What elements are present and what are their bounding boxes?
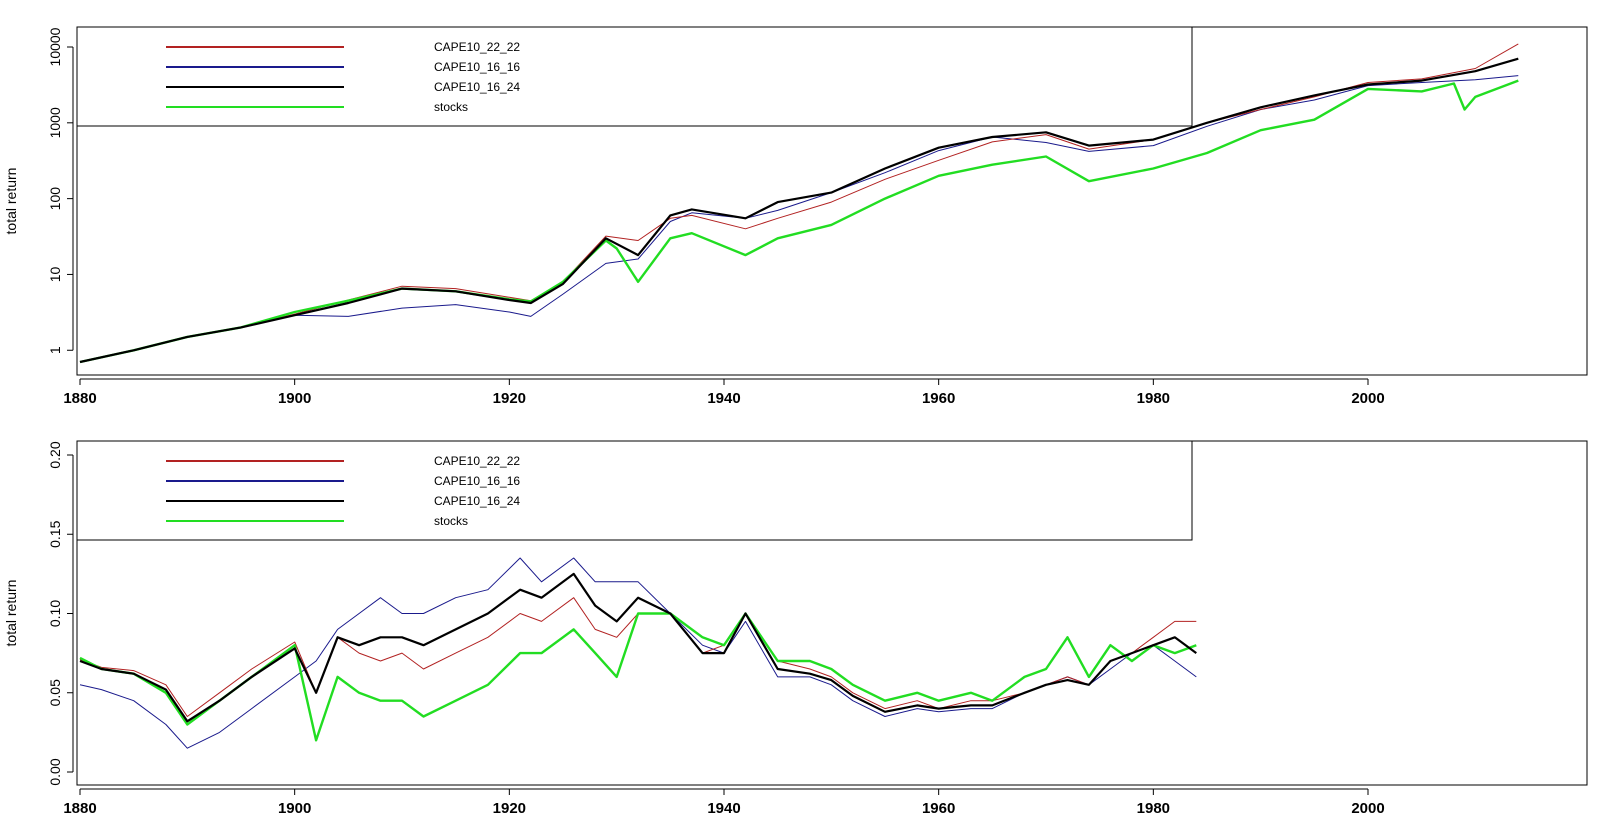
series-line-stocks <box>79 79 1519 364</box>
legend-box <box>76 440 1193 541</box>
x-tick-label: 1900 <box>278 800 311 817</box>
series-line-cape10-16-16 <box>79 557 1197 749</box>
y-tick-label: 1 <box>47 346 63 354</box>
y-tick-label: 0.15 <box>47 520 63 547</box>
y-axis-title: total return <box>3 580 19 647</box>
legend-label-cape10-16-16: CAPE10_16_16 <box>434 60 520 74</box>
x-tick-label: 1980 <box>1137 390 1170 407</box>
x-tick-label: 1960 <box>922 390 955 407</box>
y-axis-title: total return <box>3 168 19 235</box>
x-tick-label: 2000 <box>1351 390 1384 407</box>
series-group <box>79 43 1519 364</box>
y-tick-label: 10 <box>47 266 63 282</box>
legend: CAPE10_22_22 CAPE10_16_16 CAPE10_16_24stoc… <box>76 26 1193 127</box>
legend: CAPE10_22_22 CAPE10_16_16 CAPE10_16_24stoc… <box>76 440 1193 541</box>
x-tick-label: 1920 <box>493 800 526 817</box>
y-tick-label: 0.10 <box>47 600 63 627</box>
y-tick-label: 1000 <box>47 107 63 138</box>
legend-label-stocks: stocks <box>434 100 468 114</box>
y-tick-label: 0.05 <box>47 679 63 706</box>
x-tick-label: 1900 <box>278 390 311 407</box>
y-tick-label: 100 <box>47 187 63 211</box>
legend-label-cape10-22-22: CAPE10_22_22 <box>434 40 520 54</box>
panel-total-return-linear: 0.00 0.05 0.10 0.15 0.20 1880 1900 1920 1940 1960… <box>3 440 1588 817</box>
legend-label-cape10-16-24: CAPE10_16_24 <box>434 80 520 94</box>
x-tick-label: 1940 <box>707 390 740 407</box>
series-group <box>79 557 1197 749</box>
series-line-stocks <box>79 612 1197 742</box>
y-tick-label: 10000 <box>47 27 63 66</box>
x-tick-label: 1980 <box>1137 800 1170 817</box>
legend-label-stocks: stocks <box>434 514 468 528</box>
x-tick-label: 1880 <box>63 390 96 407</box>
x-tick-label: 1920 <box>493 390 526 407</box>
x-tick-label: 1880 <box>63 800 96 817</box>
series-line-cape10-16-24 <box>79 57 1519 364</box>
legend-label-cape10-22-22: CAPE10_22_22 <box>434 454 520 468</box>
legend-label-cape10-16-24: CAPE10_16_24 <box>434 494 520 508</box>
panel-total-return-log: 1 10 100 1000 10000 1880 1900 1920 1940 1960 1980 2… <box>3 26 1588 407</box>
series-line-cape10-16-24 <box>79 572 1197 723</box>
y-tick-label: 0.00 <box>47 758 63 785</box>
legend-box <box>76 26 1193 127</box>
legend-label-cape10-16-16: CAPE10_16_16 <box>434 474 520 488</box>
x-tick-label: 1940 <box>707 800 740 817</box>
x-tick-label: 2000 <box>1351 800 1384 817</box>
y-tick-label: 0.20 <box>47 441 63 468</box>
x-tick-label: 1960 <box>922 800 955 817</box>
